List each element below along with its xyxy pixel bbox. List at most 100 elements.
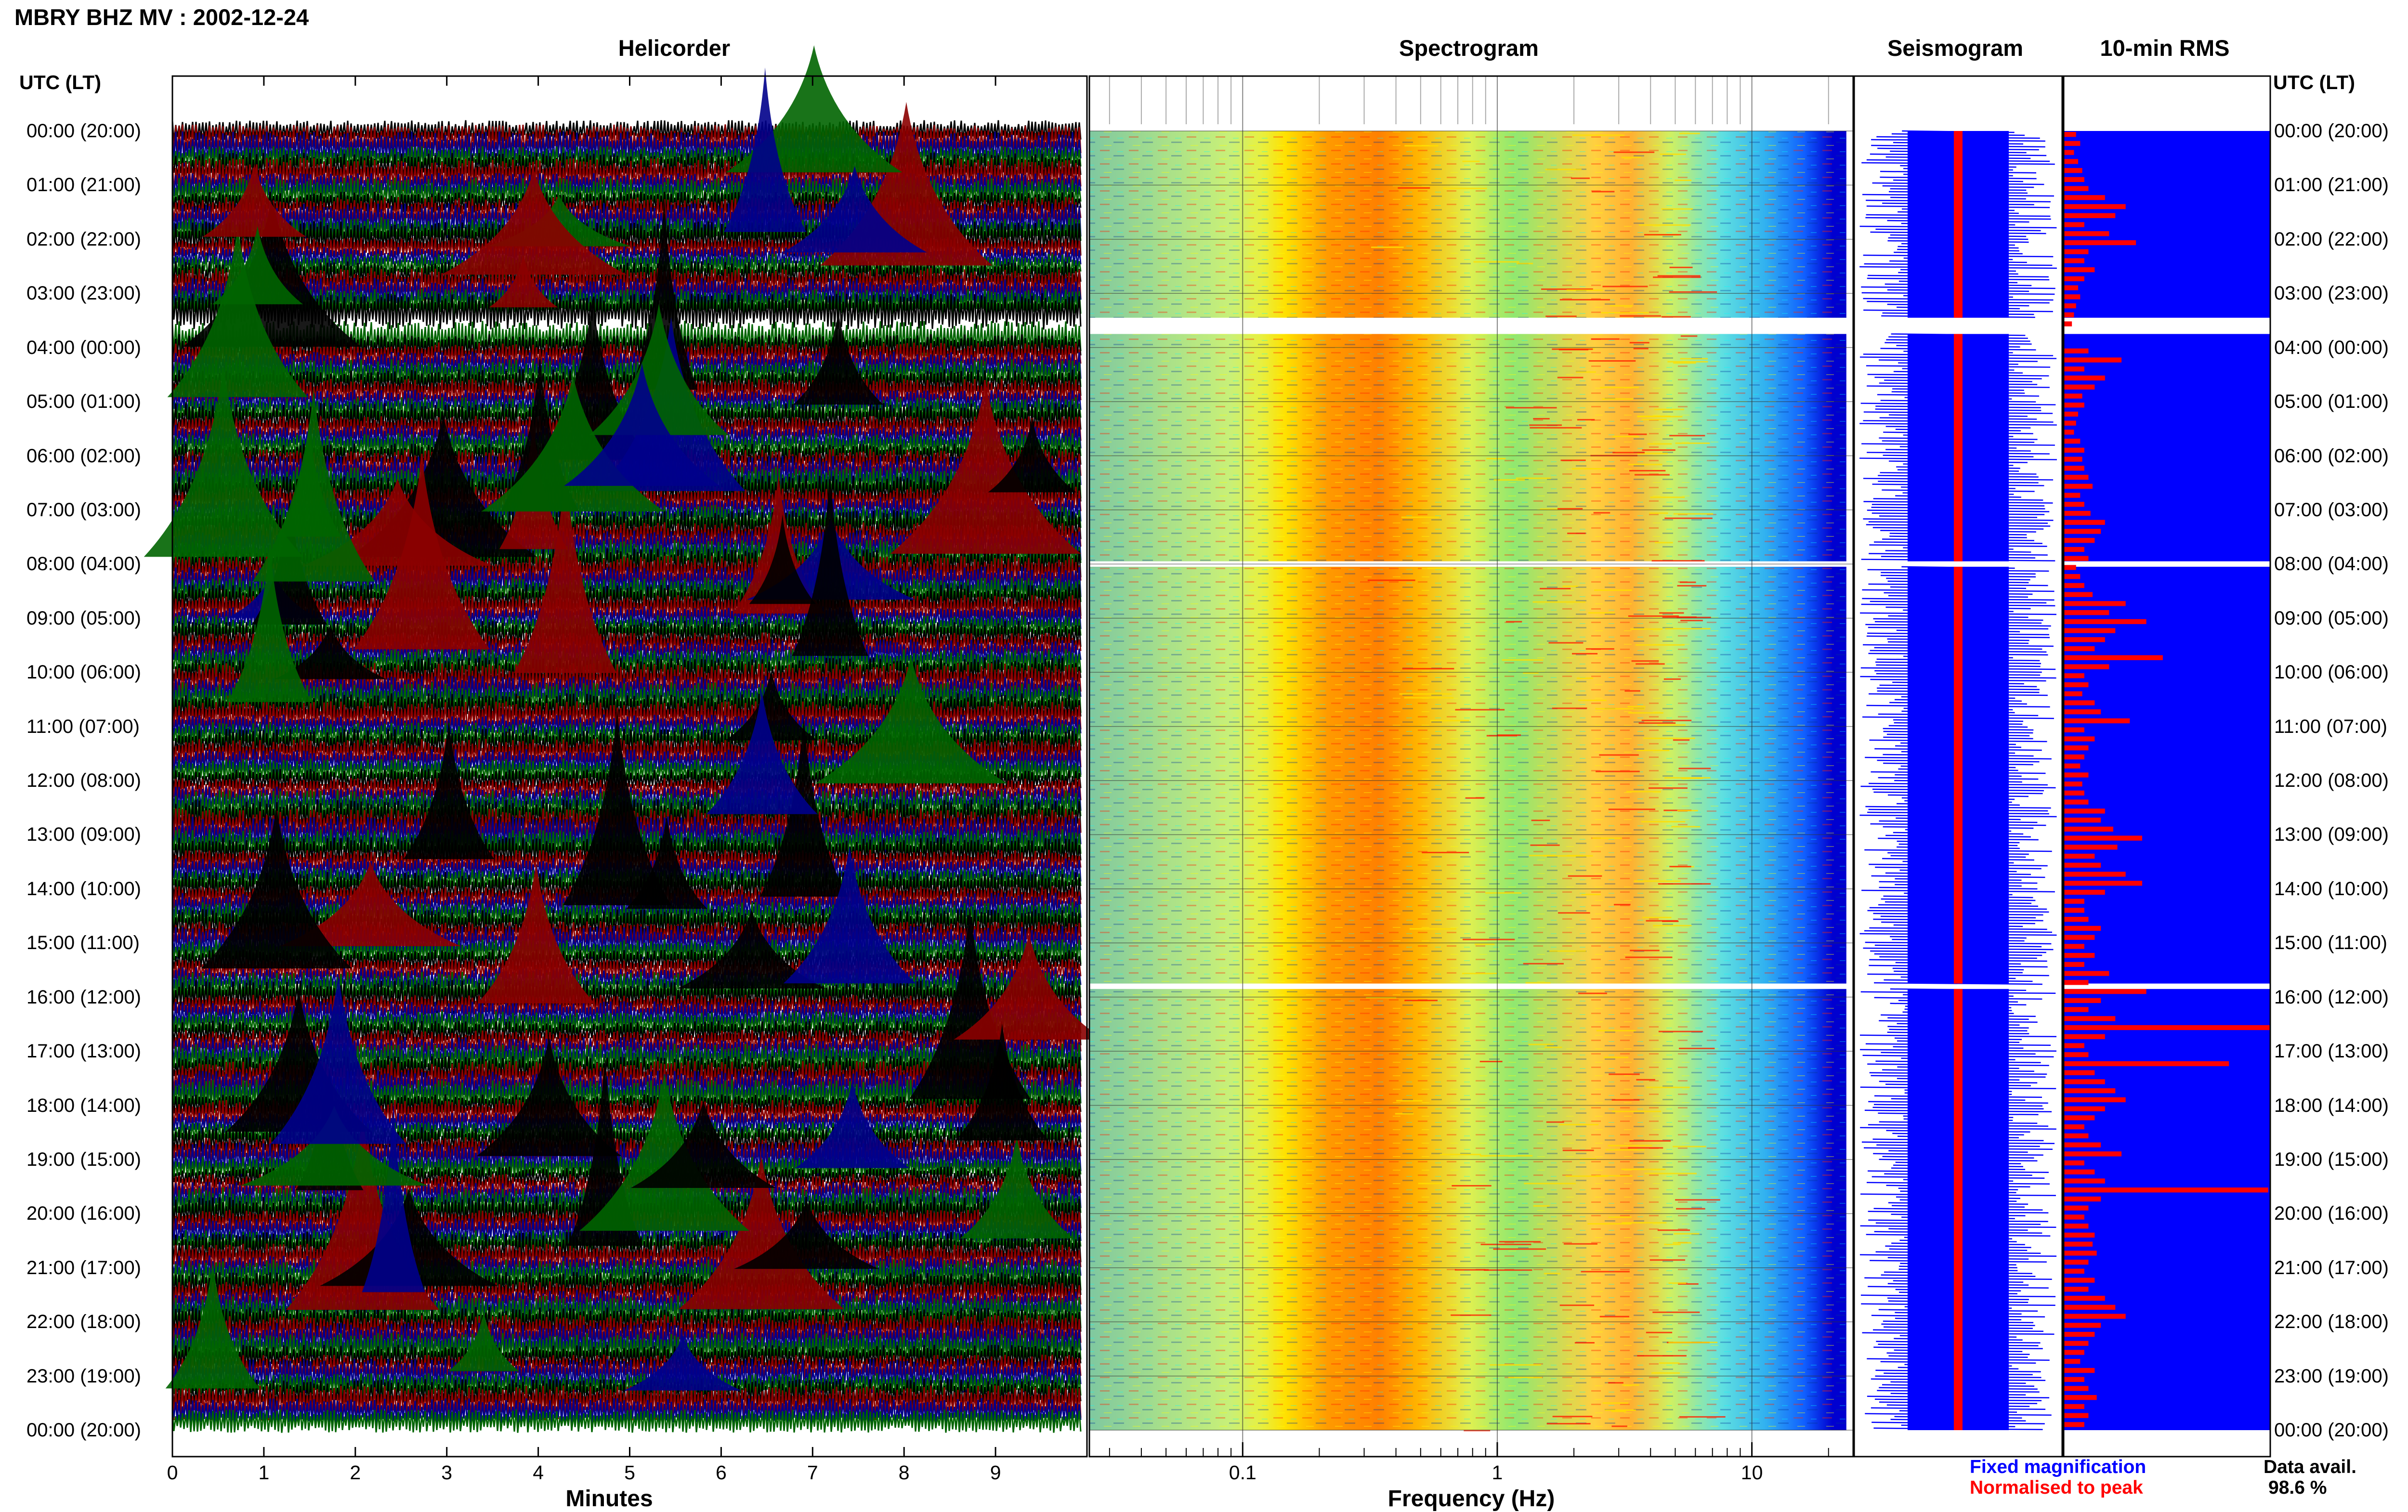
helicorder-event (624, 1335, 742, 1391)
helicorder-event (489, 255, 558, 308)
helicorder-event (955, 1023, 1049, 1141)
right-time-heading: UTC (LT) (2273, 71, 2356, 93)
spectrogram-streak (1608, 808, 1655, 810)
spectrogram-streak (1577, 419, 1595, 421)
spectrogram-streak (1517, 262, 1533, 264)
rms-bar (2064, 1034, 2105, 1039)
spectrogram-streak (1642, 916, 1672, 918)
helicorder-event (441, 169, 627, 275)
spectrogram-streak (1657, 275, 1701, 277)
left-time-label: 03:00 (23:00) (26, 283, 141, 304)
spectrogram-streak (1594, 589, 1632, 591)
spectrogram-streak (1454, 1269, 1489, 1271)
rms-bar (2064, 1331, 2095, 1337)
spectrogram-streak (1674, 1233, 1700, 1235)
rms-bar (2064, 195, 2105, 200)
spectrogram-streak (1587, 1223, 1632, 1225)
left-time-label: 20:00 (16:00) (26, 1203, 141, 1225)
helicorder-event (144, 366, 303, 557)
rms-bar (2064, 952, 2095, 958)
rms-bar (2064, 782, 2082, 787)
right-time-label: 05:00 (01:00) (2274, 391, 2389, 413)
helicorder-trace (171, 1354, 1082, 1380)
rms-bar (2064, 709, 2101, 715)
spectrogram-streak (1455, 709, 1505, 711)
spectrogram-streak (1473, 261, 1519, 263)
spectrogram-streak (1629, 470, 1666, 472)
rms-bar (2064, 772, 2089, 778)
spectrogram-texture (1089, 131, 1846, 318)
spectrogram-streak (1628, 433, 1647, 435)
left-time-heading: UTC (LT) (19, 71, 102, 93)
rms-background (2064, 989, 2270, 1430)
rms-bar (2064, 1097, 2126, 1103)
spectrogram-streak (1681, 777, 1703, 779)
spectrogram-streak (1398, 187, 1430, 189)
spectrogram-streak (1399, 693, 1452, 695)
left-time-label: 02:00 (22:00) (26, 228, 141, 250)
rms-bar (2064, 1043, 2084, 1048)
spectrogram-streak (1532, 601, 1586, 603)
helicorder-event (782, 166, 927, 253)
spectrogram-streak (1401, 516, 1439, 518)
rms-bar (2064, 718, 2130, 724)
spectrogram-streak (1529, 424, 1562, 426)
helicorder-event (165, 1261, 260, 1389)
spectrogram-streak (1603, 1056, 1629, 1058)
spectrogram-streak (1505, 407, 1557, 409)
right-time-label: 15:00 (11:00) (2274, 932, 2387, 954)
left-time-label: 22:00 (18:00) (26, 1311, 141, 1333)
helicorder-event (679, 1156, 844, 1309)
helicorder-event (783, 846, 916, 984)
station-title: MBRY BHZ MV : 2002-12-24 (14, 4, 309, 30)
spectrogram-streak (1465, 797, 1484, 799)
spectrogram-streak (1371, 246, 1404, 248)
helicorder-event (563, 709, 672, 905)
spectrogram-streak (1581, 894, 1601, 896)
rms-bar (2064, 439, 2081, 444)
rms-bar (2064, 845, 2118, 850)
helicorder-event (403, 719, 495, 860)
rms-bar (2064, 529, 2101, 534)
spectrogram-streak (1641, 719, 1692, 721)
spectrogram-streak (1567, 855, 1584, 857)
spectrogram-streak (1479, 1061, 1503, 1063)
left-time-label: 17:00 (13:00) (26, 1041, 141, 1062)
legend-normalised-to-peak: Normalised to peak (1970, 1477, 2143, 1498)
rms-bar (2064, 1160, 2084, 1166)
spectrogram-streak (1525, 982, 1551, 984)
spectrogram-streak (1557, 377, 1584, 378)
seismogram-panel (1854, 76, 2062, 1457)
spectrogram-streak (1508, 1377, 1542, 1379)
rms-bar (2064, 574, 2081, 579)
right-time-label: 08:00 (04:00) (2274, 553, 2389, 575)
spectrogram-streak (1422, 851, 1469, 853)
rms-bar (2064, 826, 2113, 832)
spectrogram-streak (1531, 820, 1550, 821)
rms-bar (2064, 917, 2089, 922)
left-time-label: 16:00 (12:00) (26, 986, 141, 1008)
spectrogram-streak (1628, 464, 1662, 466)
spectrogram-streak (1628, 1147, 1663, 1149)
rms-bar (2064, 466, 2084, 471)
rms-bar (2064, 610, 2109, 615)
left-time-label: 12:00 (08:00) (26, 770, 141, 791)
spectrogram-streak (1658, 1030, 1703, 1032)
rms-bar (2064, 799, 2089, 805)
rms-bar (2064, 736, 2095, 742)
rms-bar (2064, 763, 2081, 769)
rms-bar (2064, 1287, 2089, 1292)
rms-bar (2064, 430, 2074, 435)
spectrogram-streak (1625, 956, 1673, 958)
spectrogram-streak (1669, 291, 1717, 293)
helicorder-tick-label: 8 (898, 1461, 910, 1484)
rms-bar (2064, 1196, 2101, 1202)
rms-bar (2064, 1386, 2089, 1391)
right-time-label: 17:00 (13:00) (2274, 1041, 2389, 1062)
rms-bar (2064, 1187, 2268, 1193)
legend-fixed-magnification: Fixed magnification (1970, 1457, 2146, 1477)
spectrogram-streak (1605, 1409, 1636, 1411)
spectrogram-streak (1662, 920, 1679, 922)
rms-bar (2064, 186, 2089, 191)
spectrogram-streak (1606, 1149, 1645, 1151)
